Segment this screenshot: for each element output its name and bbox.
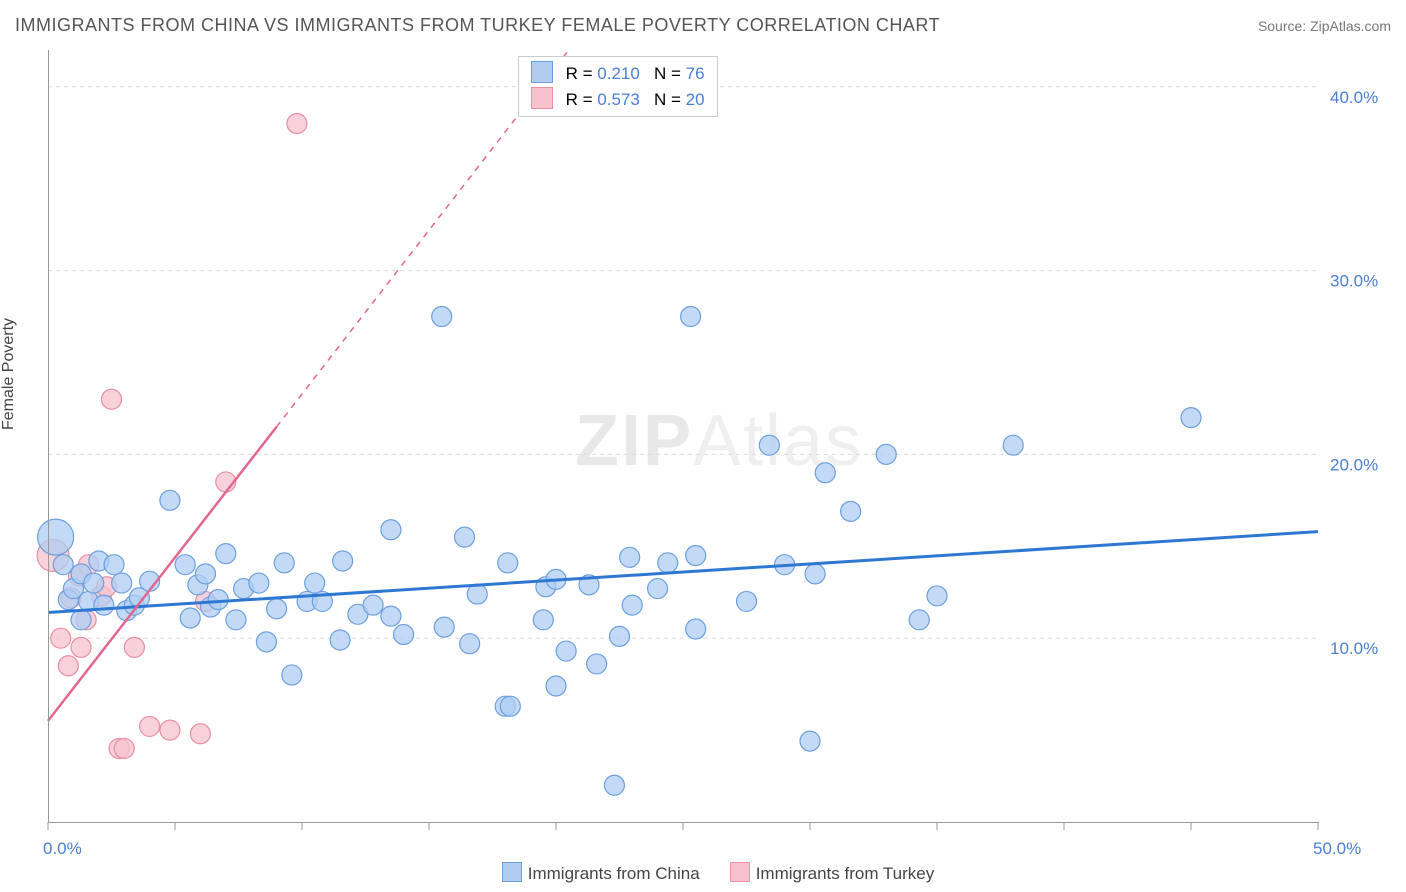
n-value: 76	[686, 64, 705, 83]
chart-title: IMMIGRANTS FROM CHINA VS IMMIGRANTS FROM…	[15, 15, 940, 36]
x-tick-label: 50.0%	[1313, 839, 1361, 858]
correlation-legend: R = 0.210 N = 76 R = 0.573 N = 20	[518, 56, 718, 117]
legend-swatch	[531, 87, 553, 109]
legend-swatch	[502, 862, 522, 882]
legend-swatch	[531, 61, 553, 83]
y-tick-label: 10.0%	[1330, 639, 1378, 658]
legend-label: Immigrants from Turkey	[756, 864, 935, 883]
legend-swatch	[730, 862, 750, 882]
plot-frame	[48, 50, 1319, 823]
y-axis-label: Female Poverty	[0, 318, 18, 430]
y-tick-label: 20.0%	[1330, 455, 1378, 474]
r-value: 0.210	[597, 64, 640, 83]
x-tick-label: 0.0%	[43, 839, 82, 858]
y-tick-label: 30.0%	[1330, 272, 1378, 291]
source-attribution: Source: ZipAtlas.com	[1258, 18, 1391, 34]
legend-label: Immigrants from China	[528, 864, 700, 883]
y-tick-label: 40.0%	[1330, 88, 1378, 107]
n-value: 20	[686, 90, 705, 109]
series-legend: Immigrants from China Immigrants from Tur…	[0, 862, 1406, 884]
r-value: 0.573	[597, 90, 640, 109]
chart-container: { "title": "IMMIGRANTS FROM CHINA VS IMM…	[0, 0, 1406, 892]
